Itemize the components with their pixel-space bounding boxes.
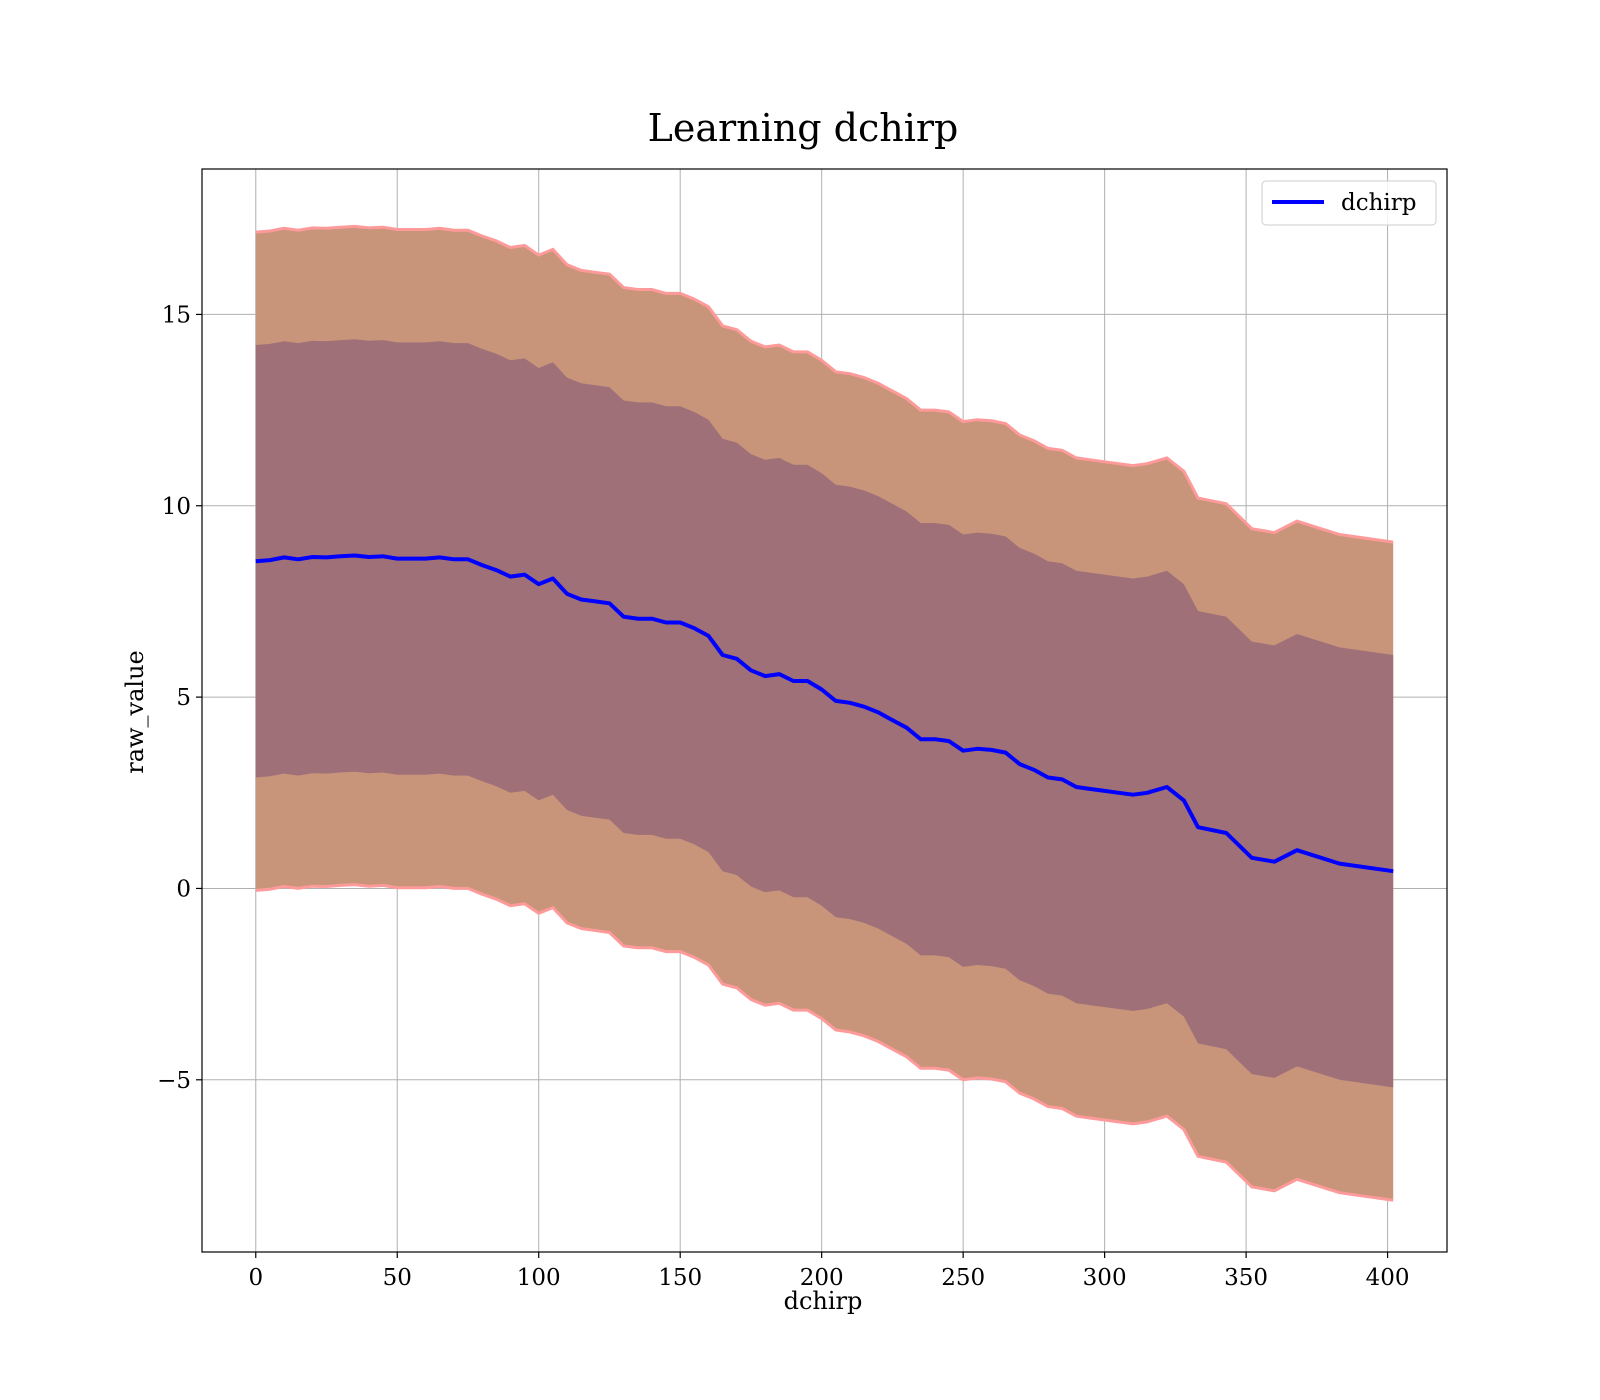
y-tick-label-1: 0: [176, 876, 191, 902]
x-tick-label-3: 150: [658, 1265, 702, 1291]
y-tick-label-4: 15: [162, 302, 191, 328]
legend-box: [1261, 180, 1437, 226]
legend-label-dchirp: dchirp: [1341, 190, 1417, 216]
confidence-bands: [255, 224, 1394, 1202]
outer-band-upper-edge: [255, 224, 1394, 544]
x-tick-label-6: 300: [1083, 1265, 1127, 1291]
x-tick-label-5: 250: [941, 1265, 985, 1291]
y-axis-ticks: −5 0 5 10 15: [157, 302, 202, 1094]
chart-title: Learning dchirp: [648, 106, 959, 150]
series-line-dchirp: [255, 553, 1394, 874]
series-lines: [255, 553, 1394, 874]
y-tick-label-0: −5: [157, 1068, 191, 1094]
x-tick-label-4: 200: [800, 1265, 844, 1291]
x-axis-ticks: 0 50 100 150 200 250 300 350 400: [248, 1252, 1410, 1291]
x-axis-label: dchirp: [784, 1287, 863, 1315]
y-tick-label-3: 10: [162, 494, 191, 520]
outer-band-lower-edge: [255, 883, 1394, 1202]
y-axis-label: raw_value: [121, 650, 149, 774]
plot-frame: [201, 168, 1448, 1253]
y-tick-label-2: 5: [176, 685, 191, 711]
legend: dchirp: [1261, 180, 1437, 226]
inner-band: [255, 339, 1394, 1088]
x-tick-label-1: 50: [383, 1265, 412, 1291]
x-tick-label-8: 400: [1366, 1265, 1410, 1291]
x-tick-label-2: 100: [517, 1265, 561, 1291]
x-tick-label-7: 350: [1224, 1265, 1268, 1291]
x-tick-label-0: 0: [248, 1265, 263, 1291]
